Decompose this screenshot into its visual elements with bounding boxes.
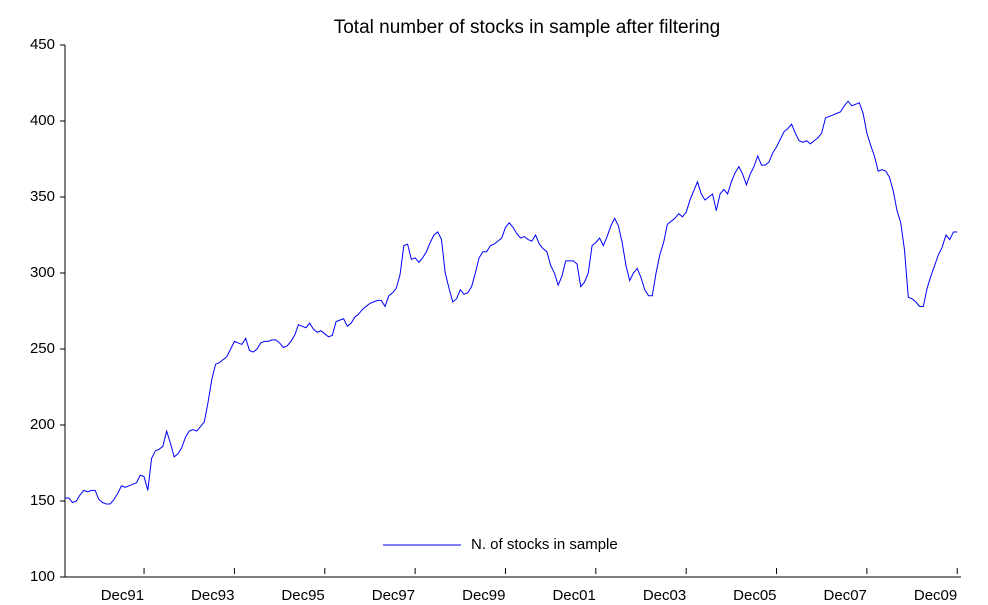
x-tick-label: Dec99	[462, 587, 505, 604]
x-tick-label: Dec97	[372, 587, 415, 604]
x-tick-label: Dec05	[733, 587, 776, 604]
x-tick-label: Dec95	[281, 587, 324, 604]
y-tick-label: 150	[30, 492, 55, 509]
data-line	[65, 100, 958, 505]
chart-title: Total number of stocks in sample after f…	[334, 17, 721, 38]
y-tick-label: 350	[30, 188, 55, 205]
x-tick-label: Dec01	[552, 587, 595, 604]
y-tick-label: 250	[30, 340, 55, 357]
y-tick-label: 450	[30, 36, 55, 53]
x-tick-label: Dec07	[824, 587, 867, 604]
x-tick-label: Dec91	[101, 587, 144, 604]
x-tick-label: Dec93	[191, 587, 234, 604]
y-tick-label: 300	[30, 264, 55, 281]
legend-label: N. of stocks in sample	[471, 536, 618, 553]
y-tick-label: 400	[30, 112, 55, 129]
y-tick-label: 100	[30, 568, 55, 585]
y-tick-label: 200	[30, 416, 55, 433]
x-tick-label: Dec03	[643, 587, 686, 604]
x-tick-label: Dec09	[914, 587, 957, 604]
